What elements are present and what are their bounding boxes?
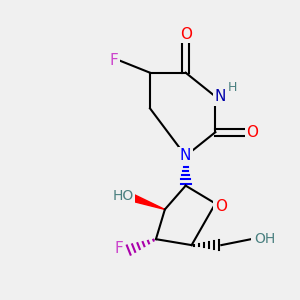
- Text: O: O: [119, 190, 131, 205]
- Text: N: N: [214, 89, 226, 104]
- Text: O: O: [180, 27, 192, 42]
- Text: O: O: [247, 125, 259, 140]
- Text: F: F: [110, 53, 119, 68]
- Text: H: H: [228, 81, 237, 94]
- Polygon shape: [131, 194, 165, 209]
- Text: O: O: [253, 232, 265, 247]
- Text: HO: HO: [112, 189, 134, 203]
- Text: N: N: [180, 148, 191, 164]
- Text: OH: OH: [254, 232, 275, 246]
- Text: O: O: [215, 199, 227, 214]
- Text: F: F: [114, 241, 123, 256]
